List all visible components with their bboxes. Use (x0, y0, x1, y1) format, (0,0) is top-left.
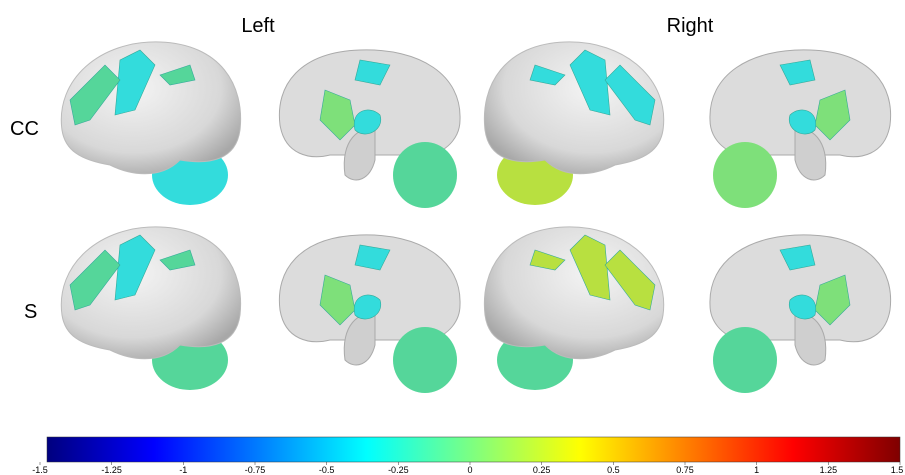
brain-lateral (61, 227, 240, 390)
brain-medial (710, 50, 891, 208)
brain-lateral (484, 42, 663, 205)
tick-label: 0.5 (607, 465, 620, 475)
tick-label: 1.5 (891, 465, 904, 475)
brain-medial (710, 235, 891, 393)
tick-label: -1 (179, 465, 187, 475)
tick-label: -0.75 (245, 465, 266, 475)
tick-label: 0.75 (676, 465, 694, 475)
tick-label: 1.25 (820, 465, 838, 475)
tick-label: 1 (754, 465, 759, 475)
figure: Left Right CC S -1.5 -1.25 -1 -0.75 -0.5 -0.2… (0, 0, 905, 475)
tick-label: -0.5 (319, 465, 335, 475)
column-label: Left (241, 15, 275, 37)
tick-label: 0.25 (533, 465, 551, 475)
cerebellum (393, 142, 457, 208)
brain-lateral (484, 227, 663, 390)
brain-lateral (61, 42, 240, 205)
tick-label: -1.25 (101, 465, 122, 475)
row-label: CC (10, 118, 39, 140)
cerebellum (713, 327, 777, 393)
tick-label: -0.25 (388, 465, 409, 475)
cerebellum (393, 327, 457, 393)
cerebellum (713, 142, 777, 208)
colorbar-ticks: -1.5 -1.25 -1 -0.75 -0.5 -0.25 0 0.25 0.5 0.75 1 1.… (32, 462, 903, 475)
colorbar (47, 437, 900, 462)
row-label: S (24, 301, 37, 323)
column-label: Right (667, 15, 714, 37)
tick-label: 0 (467, 465, 472, 475)
brain-medial (279, 50, 460, 208)
tick-label: -1.5 (32, 465, 48, 475)
brain-medial (279, 235, 460, 393)
brain-renderings (61, 42, 890, 393)
